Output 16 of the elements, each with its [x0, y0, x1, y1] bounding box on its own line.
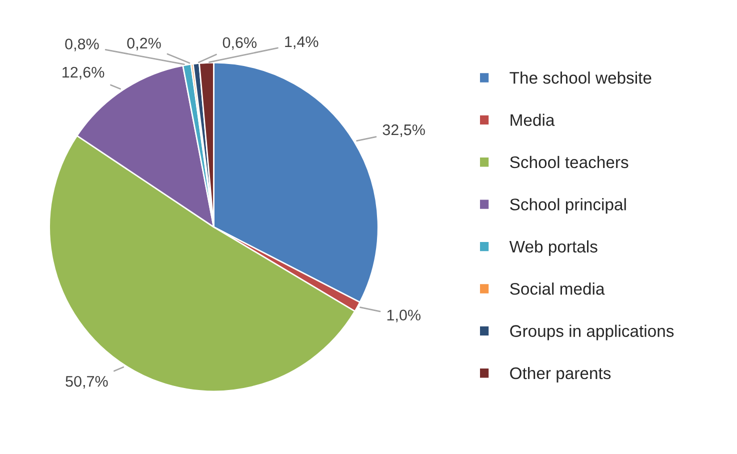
data-label: 0,8% — [65, 38, 99, 52]
data-label: 50,7% — [66, 376, 108, 389]
legend-label: School teachers — [510, 156, 628, 168]
data-label: 32,5% — [382, 124, 425, 138]
data-label: 1,4% — [285, 36, 318, 49]
data-label: 0,6% — [222, 37, 257, 50]
data-label: 1,0% — [387, 310, 420, 322]
legend-label: Social media — [510, 282, 605, 295]
legend-label: Web portals — [509, 240, 598, 256]
legend-label: Groups in applications — [510, 324, 674, 340]
legend-label: School principal — [510, 198, 626, 214]
legend-label: The school website — [510, 72, 652, 84]
data-label: 0,2% — [127, 38, 161, 50]
legend-label: Media — [510, 114, 555, 126]
data-label: 12,6% — [62, 66, 104, 80]
legend-label: Other parents — [510, 366, 611, 382]
